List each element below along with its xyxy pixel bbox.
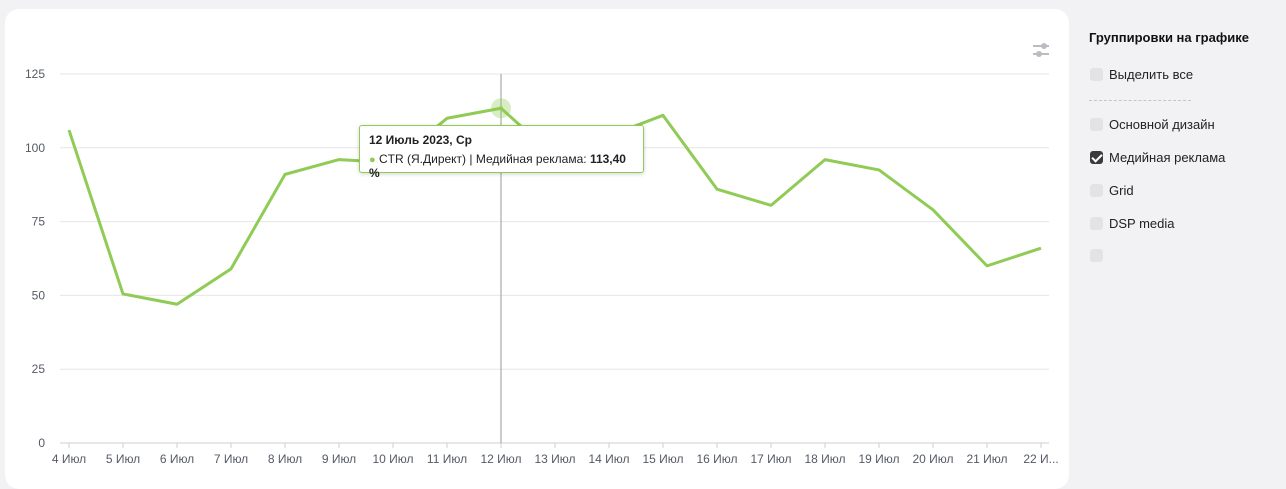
select-all-label: Выделить все [1109, 66, 1194, 82]
x-tick-label: 7 Июл [214, 452, 248, 466]
panel-title: Группировки на графике [1089, 30, 1249, 45]
y-tick-label: 0 [38, 436, 45, 450]
data-point[interactable] [283, 172, 287, 176]
option-label: Медийная реклама [1109, 149, 1226, 165]
x-tick-label: 22 И... [1023, 452, 1058, 466]
option-media-ads[interactable]: Медийная реклама [1090, 149, 1225, 165]
groupings-panel: Группировки на графике Выделить все Осно… [1074, 0, 1286, 480]
line-chart: 0 25 50 75 100 125 4 Июл 5 Июл 6 Июл 7 Июл 8 Июл 9… [25, 67, 1059, 466]
data-point[interactable] [121, 292, 125, 296]
data-point[interactable] [823, 158, 827, 162]
checkbox-checked-icon[interactable] [1090, 150, 1103, 164]
x-tick-label: 19 Июл [858, 452, 899, 466]
x-tick-label: 14 Июл [588, 452, 629, 466]
checkbox-icon[interactable] [1090, 216, 1103, 230]
data-point[interactable] [175, 302, 179, 306]
y-tick-label: 125 [25, 67, 45, 81]
data-point[interactable] [715, 187, 719, 191]
option-empty[interactable] [1090, 247, 1109, 263]
x-tick-label: 15 Июл [642, 452, 683, 466]
x-tick-label: 9 Июл [322, 452, 356, 466]
x-tick-label: 13 Июл [534, 452, 575, 466]
checkbox-icon[interactable] [1090, 183, 1103, 197]
option-label: Grid [1109, 182, 1134, 198]
chart-tooltip: 12 Июль 2023, Ср ● CTR (Я.Директ) | Меди… [359, 125, 644, 180]
tooltip-series-dot: ● [369, 154, 376, 166]
x-tick-label: 8 Июл [268, 452, 302, 466]
x-tick-label: 12 Июл [480, 452, 521, 466]
checkbox-icon[interactable] [1090, 67, 1103, 81]
y-tick-label: 75 [32, 215, 46, 229]
option-main-design[interactable]: Основной дизайн [1090, 116, 1215, 132]
y-tick-label: 100 [25, 141, 45, 155]
option-dsp-media[interactable]: DSP media [1090, 215, 1175, 231]
y-tick-label: 50 [32, 288, 46, 302]
option-label: Основной дизайн [1109, 116, 1215, 132]
points-layer [67, 106, 1043, 306]
x-tick-label: 5 Июл [106, 452, 140, 466]
option-grid[interactable]: Grid [1090, 182, 1134, 198]
x-tick-label: 10 Июл [372, 452, 413, 466]
data-point[interactable] [229, 267, 233, 271]
data-point[interactable] [499, 106, 503, 111]
x-tick-label: 6 Июл [160, 452, 194, 466]
data-point[interactable] [337, 158, 341, 162]
sliders-icon[interactable] [1031, 40, 1053, 60]
x-tick-label: 4 Июл [52, 452, 86, 466]
tooltip-date: 12 Июль 2023, Ср [369, 133, 472, 147]
select-all-checkbox[interactable]: Выделить все [1090, 66, 1193, 82]
x-tick-label: 11 Июл [427, 452, 467, 466]
y-axis: 0 25 50 75 100 125 [25, 67, 45, 450]
chart-card [5, 9, 1069, 489]
x-tick-label: 18 Июл [804, 452, 845, 466]
option-label: DSP media [1109, 215, 1175, 231]
divider [1089, 100, 1191, 101]
x-tick-label: 20 Июл [912, 452, 953, 466]
data-point[interactable] [769, 203, 773, 207]
checkbox-icon[interactable] [1090, 117, 1103, 131]
x-axis: 4 Июл 5 Июл 6 Июл 7 Июл 8 Июл 9 Июл 10 Июл 11 И… [52, 443, 1059, 466]
data-point[interactable] [931, 208, 935, 212]
data-point[interactable] [661, 113, 665, 117]
data-point[interactable] [445, 116, 449, 120]
y-tick-label: 25 [32, 362, 46, 376]
data-point[interactable] [985, 264, 989, 268]
data-point[interactable] [67, 128, 71, 132]
x-tick-label: 21 Июл [966, 452, 1007, 466]
x-tick-label: 17 Июл [750, 452, 791, 466]
data-point[interactable] [1039, 246, 1043, 250]
tooltip-label: CTR (Я.Директ) | Медийная реклама: [379, 152, 587, 166]
tooltip-value: 113,40 % [369, 152, 626, 180]
data-point[interactable] [877, 168, 881, 172]
x-tick-label: 16 Июл [696, 452, 737, 466]
checkbox-icon[interactable] [1090, 248, 1103, 262]
